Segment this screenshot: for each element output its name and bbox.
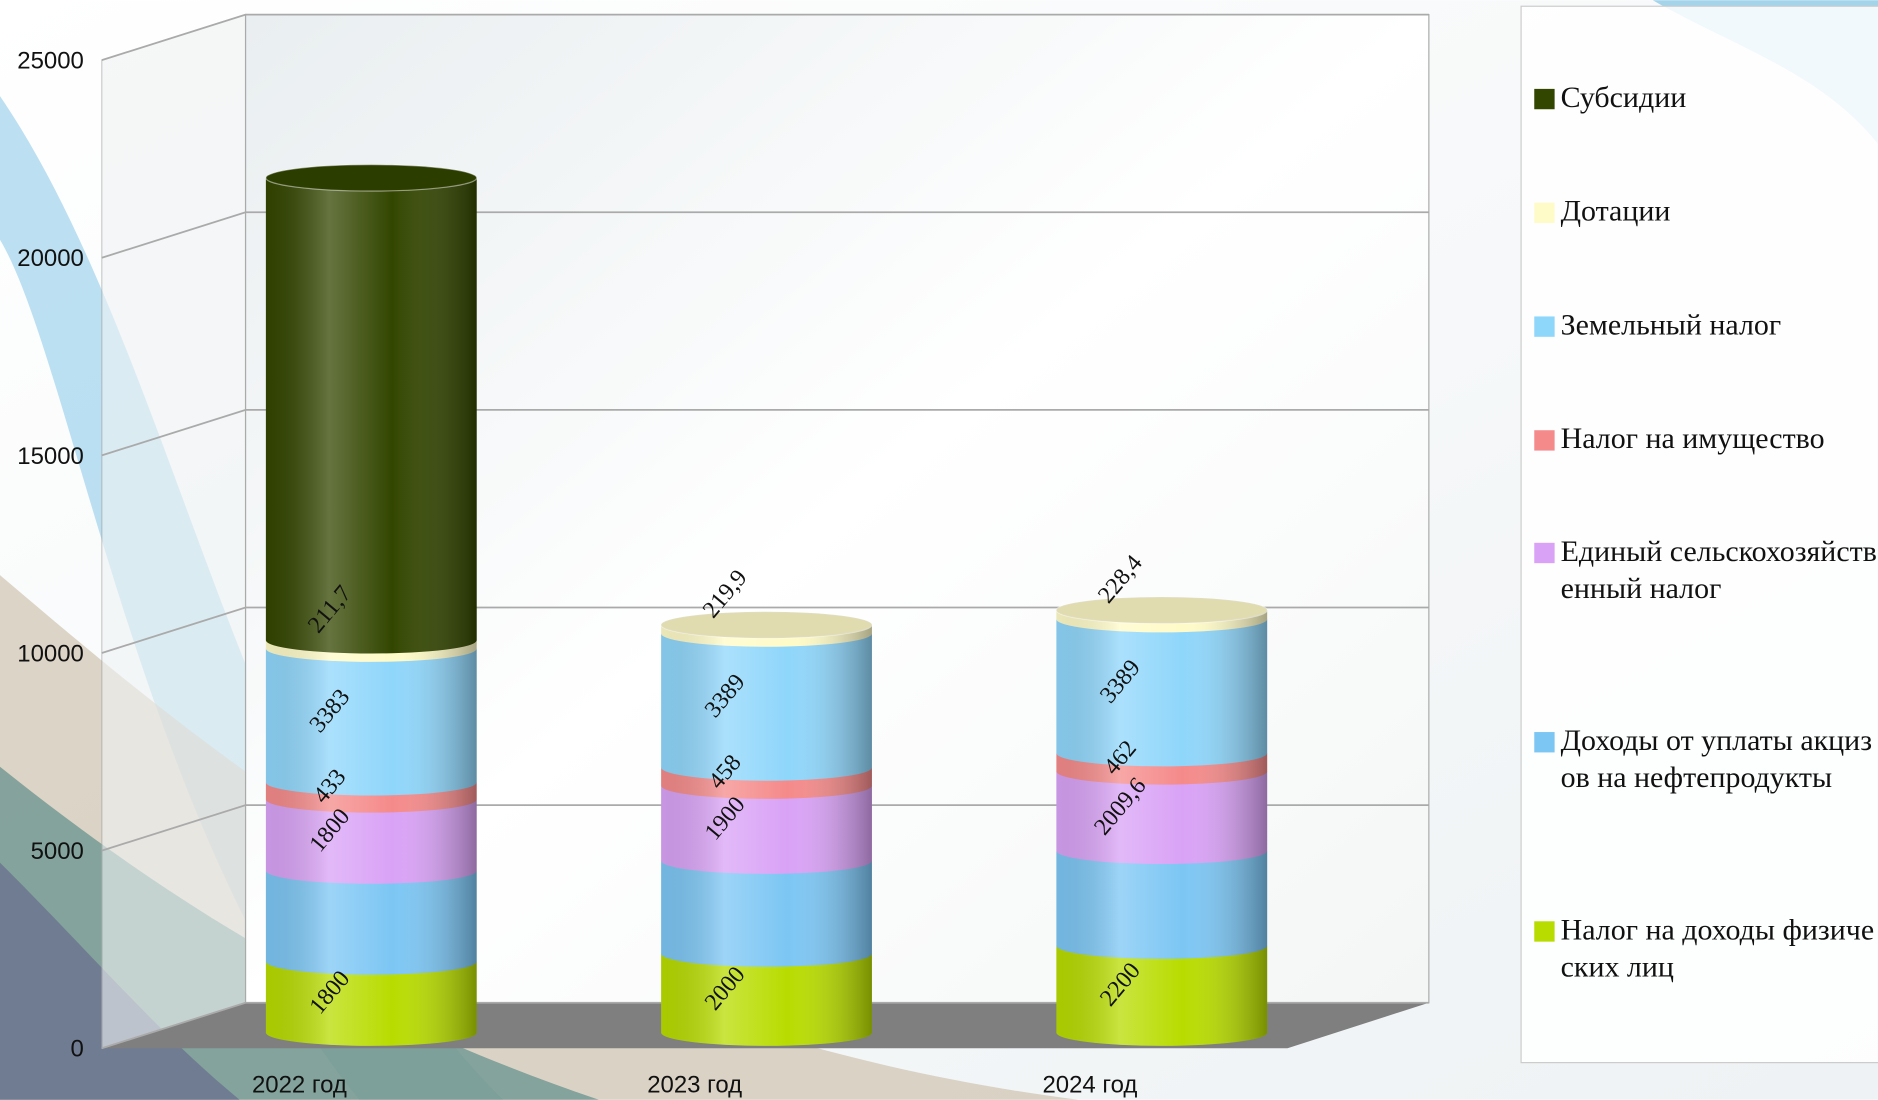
legend-label: Единый сельскохозяйственный налог — [1560, 535, 1877, 606]
cylinder-top — [660, 611, 873, 639]
grid-line — [101, 211, 1429, 259]
legend-label: Субсидии — [1560, 81, 1687, 115]
x-tick-label: 2023 год — [647, 1072, 742, 1099]
grid-line — [101, 804, 1429, 852]
cylinder-top-shade — [661, 611, 872, 639]
cylinder-shade — [1056, 610, 1268, 1046]
cylinder-top — [265, 164, 478, 192]
grid-line — [101, 408, 1429, 457]
legend-entry: Дотации — [1560, 195, 1671, 228]
legend-label: Налог на имущество — [1560, 423, 1825, 456]
y-tick-label: 25000 — [17, 48, 84, 75]
legend-swatch — [1534, 921, 1555, 942]
legend-swatch — [1534, 430, 1555, 451]
x-tick-label: 2022 год — [252, 1072, 347, 1099]
legend-swatch — [1534, 88, 1555, 110]
cylinder-shade — [265, 177, 477, 1046]
cylinder-top-shade — [265, 164, 477, 192]
legend-label: Земельный налог — [1560, 309, 1782, 342]
legend-swatch — [1534, 732, 1555, 753]
legend-entry: Доходы от уплаты акцизов на нефтепродукт… — [1560, 724, 1873, 795]
grid-line — [101, 13, 1429, 61]
legend-entry: Единый сельскохозяйственный налог — [1560, 535, 1877, 606]
cylinder-shade — [661, 624, 872, 1046]
grid-line — [101, 1001, 1429, 1050]
x-tick-label: 2024 год — [1042, 1072, 1137, 1099]
legend-entry: Налог на доходы физических лиц — [1560, 914, 1875, 984]
grid-line — [101, 606, 1429, 654]
cylinder-top-shade — [1056, 597, 1268, 624]
legend-label: Доходы от уплаты акцизов на нефтепродукт… — [1560, 724, 1873, 795]
legend-label: Дотации — [1560, 195, 1671, 228]
y-tick-label: 0 — [71, 1036, 84, 1063]
decor — [0, 862, 240, 1100]
legend-label: Налог на доходы физических лиц — [1560, 914, 1875, 984]
legend-entry: Налог на имущество — [1560, 423, 1825, 456]
y-tick-label: 15000 — [17, 443, 84, 470]
legend — [1520, 5, 1878, 1064]
y-tick-label: 5000 — [31, 838, 84, 865]
cylinder-top — [1055, 596, 1268, 624]
y-tick-label: 20000 — [17, 245, 84, 272]
legend-swatch — [1534, 202, 1555, 224]
legend-swatch — [1534, 542, 1555, 564]
legend-entry: Земельный налог — [1560, 309, 1782, 342]
side-wall — [101, 13, 247, 1050]
legend-swatch — [1534, 316, 1555, 337]
legend-entry: Субсидии — [1560, 81, 1687, 115]
y-tick-label: 10000 — [17, 640, 84, 667]
